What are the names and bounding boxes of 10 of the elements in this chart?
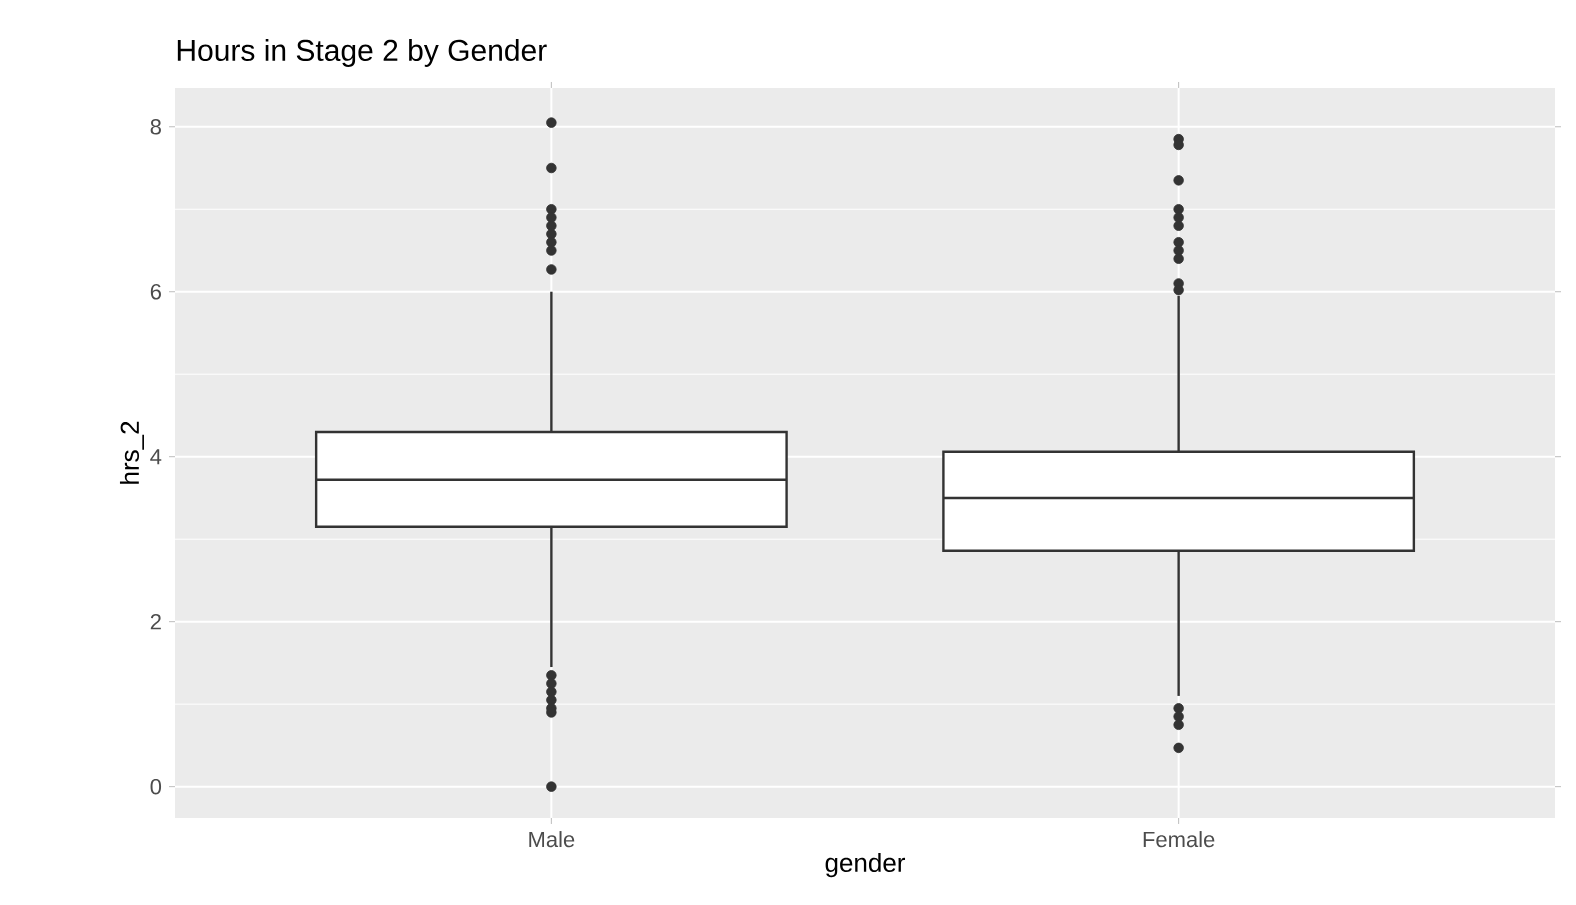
x-tick-label: Male <box>529 831 575 848</box>
chart-title: Hours in Stage 2 by Gender <box>177 39 547 67</box>
y-tick-label: 6 <box>150 283 161 300</box>
y-axis-title: hrs_2 <box>119 421 144 484</box>
y-tick-label: 8 <box>150 118 161 135</box>
y-tick-label: 0 <box>150 778 162 795</box>
x-axis-title: gender <box>825 852 906 878</box>
y-tick-label: 2 <box>150 614 161 630</box>
y-tick-label: 4 <box>150 449 162 465</box>
x-tick-label: Female <box>1143 831 1215 848</box>
